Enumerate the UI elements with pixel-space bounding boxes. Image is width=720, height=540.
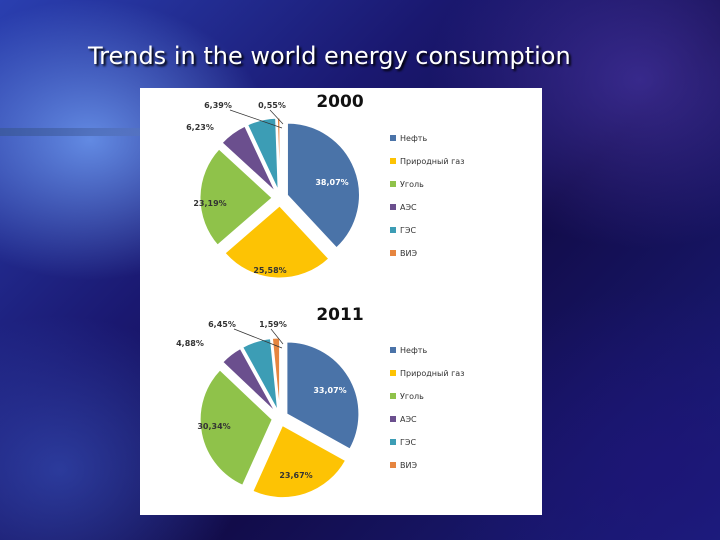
slice-label-natural-gas-2011: 23,67% — [279, 471, 312, 480]
slice-label-nuclear-2011: 4,88% — [176, 339, 204, 348]
legend-swatch-nuclear-2011 — [390, 416, 396, 422]
slice-label-renewables-2000: 0,55% — [258, 101, 286, 110]
energy-pie-charts: 2000 38,07% 25,58% 23,19% 6,23% 6,39% 0,55% Неф… — [176, 92, 464, 499]
chart-title-2000: 2000 — [316, 92, 363, 112]
leader-line-hydro-2011 — [233, 328, 283, 349]
legend-label-oil-2000: Нефть — [400, 134, 427, 143]
legend-swatch-natural-gas-2011 — [390, 370, 396, 376]
legend-swatch-coal-2011 — [390, 393, 396, 399]
pie-slice-hydro-2000 — [247, 117, 279, 191]
pie-slice-oil-2011 — [286, 341, 360, 450]
slide-title: Trends in the world energy consumption — [88, 42, 571, 70]
legend-swatch-hydro-2000 — [390, 227, 396, 233]
slice-label-renewables-2011: 1,59% — [259, 320, 287, 329]
legend-swatch-oil-2000 — [390, 135, 396, 141]
background-streak — [0, 128, 150, 136]
legend-label-coal-2011: Уголь — [400, 392, 424, 401]
legend-swatch-natural-gas-2000 — [390, 158, 396, 164]
legend-swatch-coal-2000 — [390, 181, 396, 187]
slice-label-coal-2011: 30,34% — [197, 422, 230, 431]
legend-swatch-oil-2011 — [390, 347, 396, 353]
legend-label-natural-gas-2000: Природный газ — [400, 157, 464, 166]
legend-swatch-nuclear-2000 — [390, 204, 396, 210]
pie-slice-renewables-2011 — [271, 337, 281, 411]
slice-label-hydro-2000: 6,39% — [204, 101, 232, 110]
leader-line-renewables-2011 — [270, 328, 284, 345]
legend-label-hydro-2011: ГЭС — [400, 438, 416, 447]
slice-label-coal-2000: 23,19% — [193, 199, 226, 208]
pie-slice-coal-2000 — [199, 148, 273, 246]
pie-slice-nuclear-2011 — [222, 347, 276, 413]
pie-slice-coal-2011 — [199, 369, 273, 486]
legend-label-hydro-2000: ГЭС — [400, 226, 416, 235]
chart-panel: 2000 38,07% 25,58% 23,19% 6,23% 6,39% 0,55% Неф… — [140, 88, 542, 515]
pie-slice-natural-gas-2000 — [224, 205, 330, 279]
pie-slice-oil-2000 — [286, 122, 360, 249]
legend-label-renewables-2000: ВИЭ — [400, 249, 417, 258]
pie-slice-nuclear-2000 — [221, 125, 276, 192]
legend-label-renewables-2011: ВИЭ — [400, 461, 417, 470]
slice-label-natural-gas-2000: 25,58% — [253, 266, 286, 275]
slice-label-oil-2011: 33,07% — [313, 386, 346, 395]
slice-label-oil-2000: 38,07% — [315, 178, 348, 187]
legend-label-natural-gas-2011: Природный газ — [400, 369, 464, 378]
legend-swatch-renewables-2011 — [390, 462, 396, 468]
legend-label-nuclear-2000: АЭС — [400, 203, 417, 212]
legend-swatch-renewables-2000 — [390, 250, 396, 256]
legend-swatch-hydro-2011 — [390, 439, 396, 445]
slice-label-hydro-2011: 6,45% — [208, 320, 236, 329]
chart-title-2011: 2011 — [316, 305, 363, 325]
leader-line-hydro-2000 — [229, 109, 283, 129]
pie-slice-hydro-2011 — [242, 338, 279, 411]
legend-label-oil-2011: Нефть — [400, 346, 427, 355]
slice-label-nuclear-2000: 6,23% — [186, 123, 214, 132]
pie-slice-natural-gas-2011 — [252, 424, 347, 499]
legend-label-nuclear-2011: АЭС — [400, 415, 417, 424]
leader-line-renewables-2000 — [269, 109, 284, 125]
legend-label-coal-2000: Уголь — [400, 180, 424, 189]
